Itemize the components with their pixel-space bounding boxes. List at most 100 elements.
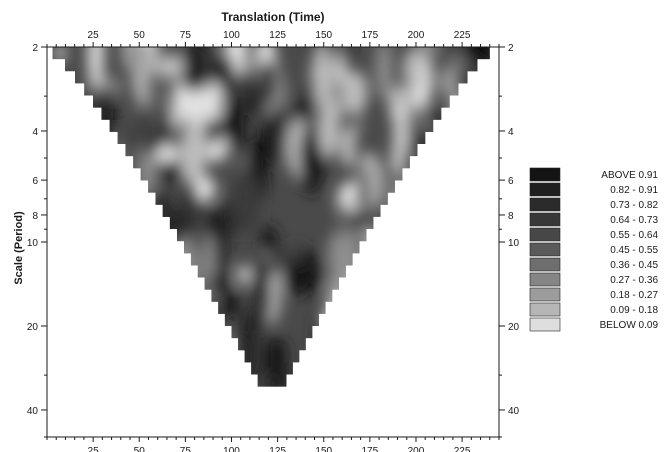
power-patch — [54, 323, 77, 352]
power-patch — [313, 311, 328, 375]
legend-swatch — [529, 167, 561, 182]
power-patch — [160, 156, 186, 182]
power-patch — [349, 267, 376, 301]
power-patch — [115, 190, 131, 250]
power-patch — [177, 336, 200, 358]
legend-label: BELOW 0.09 — [600, 320, 659, 331]
power-patch — [235, 334, 251, 372]
power-patch — [147, 339, 164, 387]
legend-swatch — [529, 302, 561, 317]
legend-swatch — [529, 287, 561, 302]
power-patch — [153, 320, 167, 375]
power-patch — [468, 110, 478, 144]
power-patch — [314, 259, 324, 283]
power-patch — [238, 264, 250, 285]
heatmap-surface — [52, 47, 490, 387]
power-patch — [292, 96, 312, 122]
power-patch — [92, 263, 104, 329]
y-axis-label: Scale (Period) — [13, 211, 25, 285]
power-patch — [355, 294, 380, 338]
legend-swatch — [529, 317, 561, 332]
x-top-tick-label: 225 — [454, 30, 471, 41]
power-patch — [100, 84, 114, 160]
power-patch — [338, 201, 349, 232]
x-top-tick-label: 125 — [269, 30, 286, 41]
power-patch — [475, 176, 490, 236]
power-patch — [121, 127, 137, 154]
power-patch — [459, 59, 487, 106]
power-patch — [375, 245, 385, 284]
power-patch — [97, 139, 114, 178]
legend-swatch — [529, 242, 561, 257]
power-patch — [196, 176, 216, 202]
power-patch — [469, 312, 489, 336]
y-left-tick-label: 4 — [32, 127, 38, 138]
x-bottom-tick-label: 75 — [180, 446, 192, 452]
power-patch — [460, 262, 469, 330]
y-right-tick-label: 4 — [508, 127, 514, 138]
chart-title: Translation (Time) — [221, 10, 324, 24]
power-patch — [143, 285, 154, 353]
power-patch — [404, 359, 426, 387]
legend-label: ABOVE 0.91 — [601, 170, 658, 181]
y-left-tick-label: 10 — [27, 238, 39, 249]
y-left-tick-label: 40 — [27, 406, 39, 417]
power-patch — [425, 269, 450, 332]
legend-label: 0.09 - 0.18 — [610, 305, 658, 316]
power-patch — [294, 271, 304, 298]
y-right-tick-label: 8 — [508, 211, 514, 222]
legend-swatch — [529, 182, 561, 197]
power-patch — [55, 332, 77, 364]
legend-label: 0.73 - 0.82 — [610, 200, 658, 211]
power-patch — [409, 358, 433, 387]
y-right-tick-label: 6 — [508, 176, 514, 187]
power-patch — [414, 127, 430, 156]
power-patch — [381, 339, 406, 383]
power-patch — [351, 312, 366, 337]
power-patch — [436, 235, 462, 266]
power-patch — [256, 59, 277, 106]
power-patch — [222, 292, 240, 318]
power-patch — [448, 52, 458, 122]
power-patch — [427, 360, 447, 387]
power-patch — [422, 303, 446, 350]
power-patch — [443, 201, 471, 263]
x-bottom-tick-label: 150 — [315, 446, 332, 452]
power-patch — [57, 160, 83, 227]
power-patch — [206, 117, 219, 147]
legend-swatch — [529, 272, 561, 287]
y-left-tick-label: 2 — [32, 43, 38, 54]
legend-label: 0.45 - 0.55 — [610, 245, 658, 256]
power-patch — [362, 318, 382, 354]
power-patch — [346, 223, 362, 298]
x-bottom-tick-label: 25 — [88, 446, 100, 452]
legend-label: 0.18 - 0.27 — [610, 290, 658, 301]
legend-label: 0.82 - 0.91 — [610, 185, 658, 196]
legend: ABOVE 0.91 0.82 - 0.91 0.73 - 0.82 0.64 - 0… — [529, 167, 659, 332]
legend-swatch — [529, 212, 561, 227]
power-patch — [52, 165, 69, 214]
power-patch — [149, 222, 161, 257]
power-patch — [397, 173, 410, 201]
x-top-tick-label: 150 — [315, 30, 332, 41]
power-patch — [182, 184, 192, 242]
y-right-tick-label: 2 — [508, 43, 514, 54]
power-patch — [393, 340, 402, 387]
power-patch — [98, 192, 115, 221]
power-patch — [454, 90, 463, 130]
power-patch — [140, 102, 155, 159]
power-patch — [173, 234, 197, 296]
y-right-tick-label: 40 — [508, 406, 520, 417]
power-patch — [119, 288, 142, 329]
power-patch — [179, 122, 208, 186]
power-patch — [135, 47, 146, 110]
x-top-tick-label: 50 — [134, 30, 146, 41]
power-patch — [318, 97, 340, 158]
power-patch — [327, 230, 349, 283]
x-axis-top: 25 50 75 100 125 150 175 200 225 — [46, 30, 500, 47]
y-left-tick-label: 20 — [27, 322, 39, 333]
power-patch — [158, 221, 176, 291]
power-patch — [225, 94, 244, 153]
power-patch — [326, 291, 337, 366]
power-patch — [381, 286, 392, 348]
